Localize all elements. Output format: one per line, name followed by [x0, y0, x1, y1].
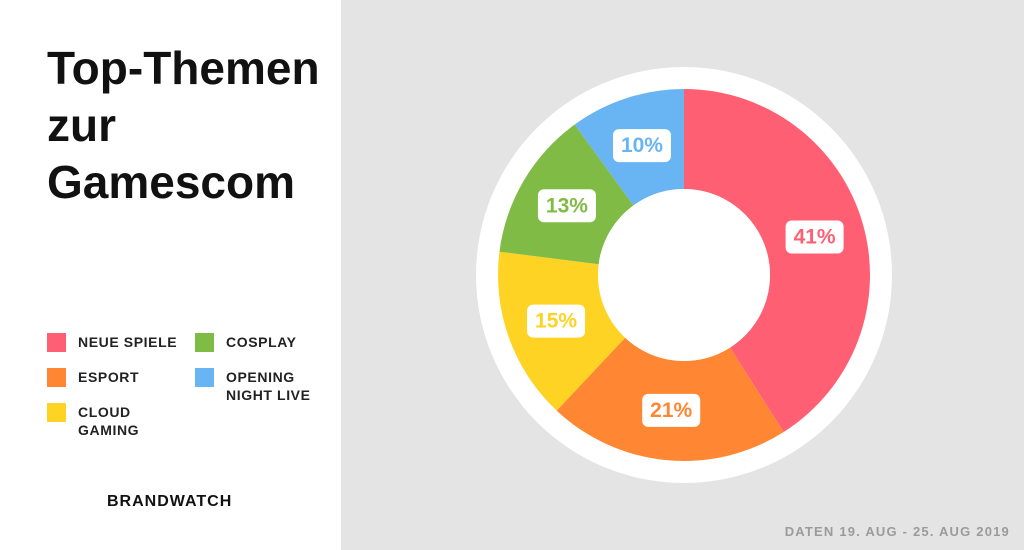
- legend-label: NEUE SPIELE: [78, 334, 178, 350]
- legend-swatch: [195, 333, 214, 352]
- slice-label-badge: [537, 189, 596, 223]
- legend-swatch: [47, 403, 66, 422]
- legend-label: OPENING NIGHT LIVE: [226, 369, 311, 403]
- chart-title: Top-Themen zur Gamescom: [47, 40, 337, 211]
- slice-percent-label: 21%: [650, 399, 692, 422]
- title-line: Top-Themen: [47, 42, 320, 94]
- slice-percent-label: 15%: [535, 310, 577, 333]
- slice-label-badge: [527, 304, 586, 338]
- date-range-footer: DATEN 19. AUG - 25. AUG 2019: [784, 524, 1010, 539]
- brand-logo-text: BRANDWATCH: [107, 493, 233, 510]
- slice-percent-label: 10%: [621, 134, 663, 157]
- legend-item-cloud-gaming: CLOUD GAMING: [47, 403, 139, 439]
- donut-slice: [684, 89, 870, 433]
- legend-item-esport: ESPORT: [47, 368, 139, 387]
- legend-item-cosplay: COSPLAY: [195, 333, 297, 352]
- legend-label: COSPLAY: [226, 334, 297, 350]
- legend-swatch: [47, 368, 66, 387]
- title-line: zur: [47, 99, 116, 151]
- slice-percent-label: 13%: [546, 194, 588, 217]
- legend-item-opening-night-live: OPENING NIGHT LIVE: [195, 368, 311, 404]
- legend-swatch: [47, 333, 66, 352]
- legend-item-neue-spiele: NEUE SPIELE: [47, 333, 177, 352]
- slice-percent-label: 41%: [794, 226, 836, 249]
- slice-label-badge: [612, 129, 671, 163]
- legend-label: CLOUD GAMING: [78, 404, 140, 438]
- donut-center-hole: [598, 189, 770, 361]
- title-line: Gamescom: [47, 156, 296, 208]
- slice-labels: 41% 21% 15% 13% 10%: [527, 129, 844, 427]
- slice-label-badge: [642, 393, 701, 427]
- slice-label-badge: [785, 220, 844, 254]
- legend-swatch: [195, 368, 214, 387]
- legend-label: ESPORT: [78, 369, 140, 385]
- left-panel: [0, 0, 341, 550]
